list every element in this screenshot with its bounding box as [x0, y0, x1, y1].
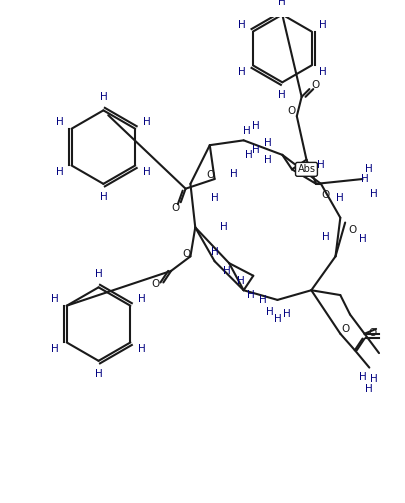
Text: O: O	[287, 106, 295, 116]
Text: H: H	[273, 314, 281, 324]
Text: H: H	[247, 290, 255, 300]
Text: H: H	[220, 222, 228, 232]
Text: H: H	[358, 234, 366, 244]
Text: H: H	[51, 294, 59, 304]
Text: H: H	[242, 126, 250, 136]
Text: H: H	[56, 117, 64, 127]
Text: O: O	[348, 225, 356, 235]
Text: H: H	[51, 344, 59, 354]
Text: H: H	[238, 20, 245, 30]
Text: O: O	[182, 249, 190, 260]
Text: O: O	[206, 170, 214, 180]
Text: H: H	[316, 159, 324, 170]
Text: H: H	[138, 344, 146, 354]
Text: O: O	[367, 328, 375, 338]
Text: H: H	[263, 155, 271, 164]
Text: H: H	[236, 276, 244, 286]
Text: H: H	[358, 372, 366, 382]
Text: H: H	[143, 117, 150, 127]
Text: H: H	[244, 150, 252, 160]
Text: H: H	[364, 384, 372, 394]
Text: H: H	[94, 269, 102, 279]
Text: H: H	[56, 167, 64, 177]
Text: H: H	[278, 0, 286, 7]
Text: H: H	[143, 167, 150, 177]
Text: H: H	[318, 20, 326, 30]
Text: H: H	[99, 92, 107, 102]
Text: H: H	[138, 294, 146, 304]
Text: H: H	[223, 266, 230, 276]
Text: Abs: Abs	[297, 164, 315, 175]
Text: H: H	[252, 121, 260, 131]
Text: H: H	[278, 90, 286, 100]
Text: H: H	[99, 192, 107, 202]
Text: H: H	[94, 369, 102, 379]
Text: H: H	[238, 67, 245, 76]
Text: H: H	[210, 246, 218, 257]
Text: O: O	[171, 203, 179, 213]
Text: H: H	[210, 193, 218, 203]
Text: O: O	[340, 324, 348, 334]
Text: H: H	[252, 145, 260, 155]
Text: H: H	[321, 232, 329, 242]
Text: H: H	[258, 295, 266, 305]
Text: H: H	[336, 193, 343, 203]
Text: O: O	[310, 80, 318, 90]
Text: H: H	[369, 189, 377, 199]
Text: H: H	[318, 67, 326, 76]
Text: H: H	[364, 164, 372, 175]
Text: H: H	[230, 169, 237, 179]
Text: H: H	[283, 309, 290, 319]
Text: H: H	[360, 174, 367, 184]
Text: H: H	[265, 306, 273, 316]
Text: H: H	[263, 138, 271, 148]
Text: H: H	[369, 374, 377, 384]
Text: O: O	[321, 191, 329, 201]
Text: O: O	[151, 280, 159, 289]
